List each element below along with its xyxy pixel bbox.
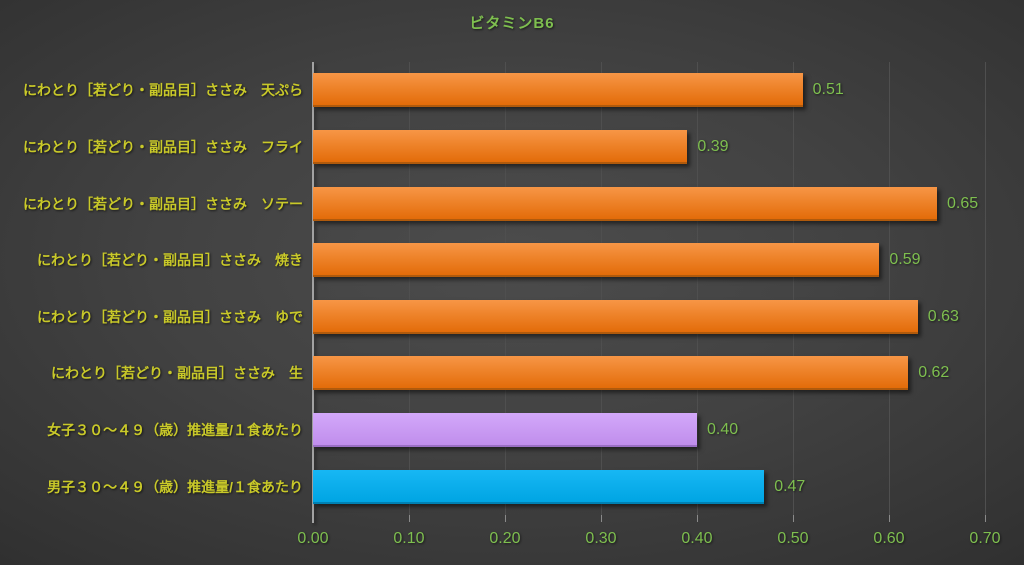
data-bar xyxy=(313,356,909,391)
bar-row: 0.39 xyxy=(313,119,985,176)
value-axis-labels: 0.00 0.10 0.20 0.30 0.40 0.50 0.60 0.70 xyxy=(297,530,1000,552)
x-tick-label: 0.10 xyxy=(393,530,425,547)
gridline xyxy=(889,62,890,515)
data-bar xyxy=(313,243,880,278)
bar-row: 0.63 xyxy=(313,289,985,346)
category-label: にわとり［若どり・副品目］ささみ 生 xyxy=(51,365,303,382)
value-label: 0.47 xyxy=(774,477,806,495)
value-label: 0.59 xyxy=(889,251,921,269)
data-bar xyxy=(313,413,697,448)
gridline xyxy=(408,62,410,515)
gridline xyxy=(601,62,602,515)
data-bar xyxy=(313,129,688,164)
bar-row: 0.59 xyxy=(313,232,985,289)
bar-row: 0.51 xyxy=(313,62,985,119)
x-tick-label: 0.30 xyxy=(585,530,617,547)
data-bar xyxy=(313,469,765,504)
x-tick-label: 0.20 xyxy=(489,530,521,547)
axis-tickmark xyxy=(889,515,890,522)
category-label: にわとり［若どり・副品目］ささみ ゆで xyxy=(37,308,303,325)
category-axis-labels: にわとり［若どり・副品目］ささみ 天ぷら にわとり［若どり・副品目］ささみ フライ… xyxy=(0,62,303,515)
x-tick-label: 0.40 xyxy=(681,530,713,547)
category-label: 男子３０～４９（歳）推進量/１食あたり xyxy=(47,478,303,495)
gridline xyxy=(793,62,794,515)
chart-title: ビタミンB6 xyxy=(469,15,555,32)
x-tick-label: 0.70 xyxy=(969,530,1001,547)
axis-tickmark xyxy=(601,515,602,522)
x-tick-label: 0.60 xyxy=(873,530,905,547)
axis-tickmark xyxy=(409,515,410,522)
category-label: 女子３０～４９（歳）推進量/１食あたり xyxy=(47,422,303,439)
axis-tickmark xyxy=(505,515,506,522)
gridline xyxy=(696,62,698,515)
value-label: 0.39 xyxy=(697,137,729,155)
gridline xyxy=(985,62,986,515)
category-label: にわとり［若どり・副品目］ささみ 天ぷら xyxy=(23,82,303,99)
gridline xyxy=(504,62,506,515)
value-label: 0.63 xyxy=(927,307,959,325)
axis-tickmark xyxy=(793,515,794,522)
bar-row: 0.47 xyxy=(313,458,985,515)
bar-row: 0.40 xyxy=(313,402,985,459)
category-label: にわとり［若どり・副品目］ささみ ソテー xyxy=(23,195,303,212)
axis-tickmark xyxy=(985,515,986,522)
value-label: 0.62 xyxy=(918,364,950,382)
data-bar xyxy=(313,186,937,221)
plot-area: 0.51 0.39 0.65 0.59 0.63 0.62 0.40 0.47 xyxy=(312,62,986,523)
axis-tickmark xyxy=(697,515,698,522)
value-label: 0.40 xyxy=(706,421,739,439)
data-bar xyxy=(313,299,918,334)
value-label: 0.65 xyxy=(947,194,979,212)
x-tick-label: 0.50 xyxy=(777,530,809,547)
category-label: にわとり［若どり・副品目］ささみ フライ xyxy=(23,138,303,155)
x-tick-label: 0.00 xyxy=(297,530,329,547)
data-bar xyxy=(313,73,803,108)
value-label: 0.51 xyxy=(812,81,844,99)
category-label: にわとり［若どり・副品目］ささみ 焼き xyxy=(37,252,303,269)
bar-row: 0.65 xyxy=(313,175,985,232)
value-axis-line xyxy=(312,62,314,523)
bar-row: 0.62 xyxy=(313,345,985,402)
